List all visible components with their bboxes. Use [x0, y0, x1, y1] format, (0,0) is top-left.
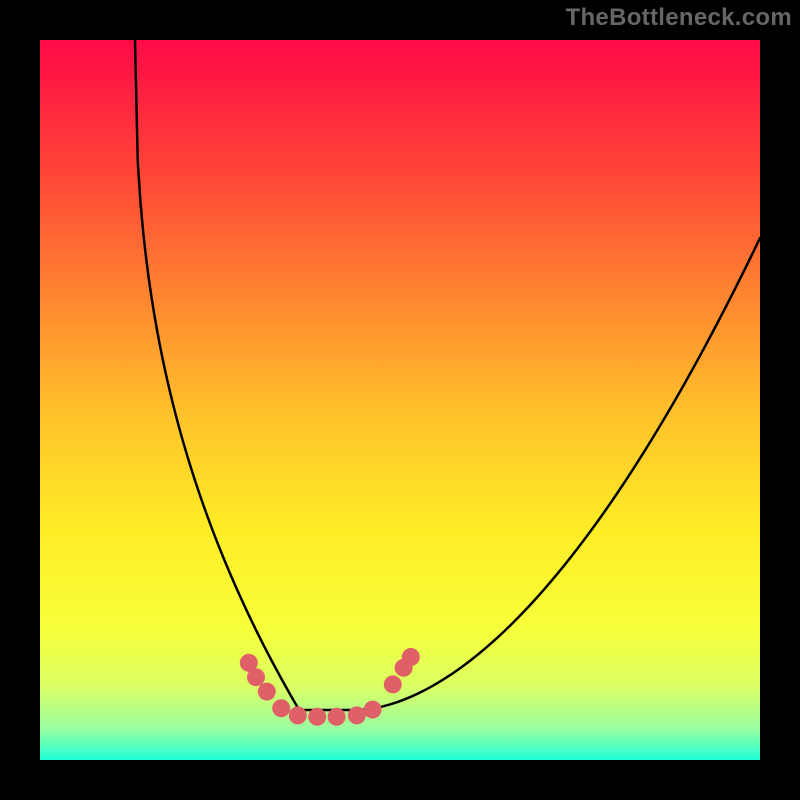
trough-marker [384, 675, 402, 693]
chart-frame: TheBottleneck.com [0, 0, 800, 800]
trough-marker [247, 668, 265, 686]
trough-marker [348, 706, 366, 724]
trough-marker [308, 708, 326, 726]
plot-area [40, 40, 760, 760]
bottleneck-chart [0, 0, 800, 800]
trough-marker [272, 699, 290, 717]
trough-marker [258, 683, 276, 701]
trough-marker [364, 701, 382, 719]
trough-marker [402, 648, 420, 666]
trough-marker [289, 706, 307, 724]
trough-marker [328, 708, 346, 726]
attribution-text: TheBottleneck.com [566, 4, 792, 32]
